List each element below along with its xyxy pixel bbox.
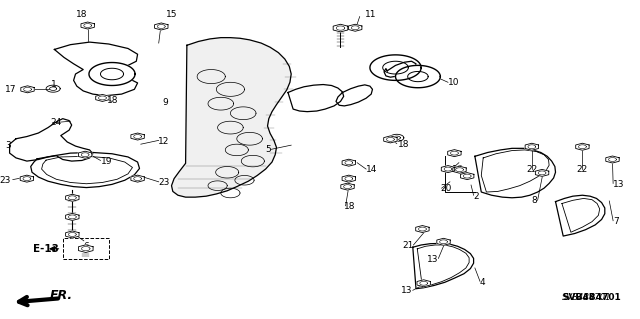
Polygon shape (342, 175, 355, 182)
Polygon shape (606, 156, 619, 163)
Text: 13: 13 (401, 286, 413, 295)
Polygon shape (536, 169, 548, 176)
Polygon shape (448, 150, 461, 157)
Polygon shape (131, 175, 144, 182)
Polygon shape (437, 238, 450, 245)
Text: 15: 15 (166, 10, 178, 19)
Polygon shape (172, 38, 291, 197)
Polygon shape (66, 213, 79, 220)
Text: 21: 21 (402, 241, 413, 250)
Bar (63, 238, 109, 259)
Text: 18: 18 (76, 10, 88, 19)
Polygon shape (89, 63, 135, 85)
Polygon shape (461, 173, 474, 180)
Text: 24: 24 (50, 118, 61, 127)
Polygon shape (416, 226, 429, 233)
Text: 23: 23 (0, 176, 10, 185)
Polygon shape (342, 159, 355, 166)
Text: 3: 3 (6, 141, 12, 150)
Text: E-13: E-13 (33, 244, 59, 254)
Polygon shape (525, 143, 538, 150)
Text: FR.: FR. (50, 289, 73, 301)
Text: 23: 23 (159, 178, 170, 187)
Text: 5: 5 (265, 145, 271, 154)
Polygon shape (333, 24, 348, 32)
Polygon shape (408, 71, 428, 82)
Text: 18: 18 (398, 140, 410, 149)
Text: 11: 11 (365, 10, 376, 19)
Text: 6: 6 (84, 242, 90, 251)
Polygon shape (79, 245, 93, 253)
Polygon shape (100, 68, 124, 80)
Text: 14: 14 (366, 165, 378, 174)
Text: 18: 18 (344, 202, 356, 211)
Text: 22: 22 (527, 165, 538, 174)
Text: 18: 18 (107, 96, 118, 105)
Polygon shape (131, 133, 144, 140)
Polygon shape (341, 183, 354, 190)
Text: 7: 7 (613, 217, 619, 226)
Text: 8: 8 (532, 197, 538, 205)
Polygon shape (79, 151, 92, 158)
Polygon shape (370, 55, 421, 80)
Polygon shape (576, 143, 589, 150)
Polygon shape (20, 175, 33, 182)
Polygon shape (396, 65, 440, 88)
Polygon shape (453, 166, 466, 173)
Text: 10: 10 (448, 78, 460, 87)
Polygon shape (417, 280, 430, 287)
Text: 12: 12 (158, 137, 170, 146)
Text: 13: 13 (613, 180, 625, 189)
Text: 19: 19 (100, 157, 112, 166)
Text: 20: 20 (440, 184, 452, 193)
Text: SVB4B4701: SVB4B4701 (562, 293, 621, 302)
Polygon shape (442, 166, 454, 173)
Text: 1: 1 (51, 80, 57, 89)
Text: SVB4B4701: SVB4B4701 (562, 293, 611, 302)
Text: 4: 4 (480, 278, 486, 287)
Polygon shape (66, 231, 79, 238)
Text: 9: 9 (162, 98, 168, 107)
Polygon shape (66, 194, 79, 201)
Text: 17: 17 (4, 85, 16, 94)
Polygon shape (81, 22, 94, 29)
Polygon shape (349, 24, 362, 31)
Polygon shape (383, 61, 408, 74)
Polygon shape (384, 136, 397, 143)
Text: 13: 13 (427, 255, 438, 263)
Polygon shape (21, 86, 34, 93)
Text: 22: 22 (577, 165, 588, 174)
Polygon shape (96, 94, 109, 101)
Text: 16: 16 (452, 165, 463, 174)
Polygon shape (155, 23, 168, 30)
Text: 2: 2 (474, 192, 479, 201)
